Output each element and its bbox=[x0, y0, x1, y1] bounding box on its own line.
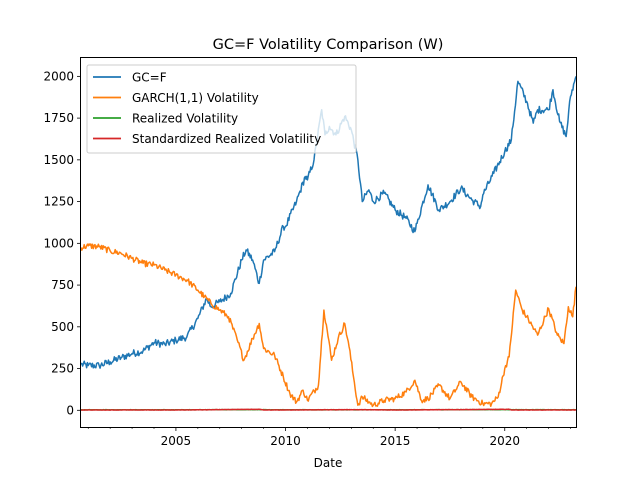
y-tick-label: 2000 bbox=[43, 69, 74, 83]
y-tick-label: 0 bbox=[66, 403, 74, 417]
y-tick-label: 1750 bbox=[43, 111, 74, 125]
plot-frame bbox=[80, 57, 577, 428]
series-line-garch-1-1-volatility bbox=[80, 243, 577, 408]
y-tick-label: 750 bbox=[51, 278, 74, 292]
x-tick-label: 2015 bbox=[380, 434, 411, 448]
legend-box bbox=[86, 64, 357, 154]
legend-label-realized-volatility: Realized Volatility bbox=[132, 112, 238, 126]
y-tick-label: 500 bbox=[51, 320, 74, 334]
y-tick-label: 1000 bbox=[43, 236, 74, 250]
legend-label-gc-f: GC=F bbox=[132, 71, 167, 85]
legend-label-standardized-realized-volatility: Standardized Realized Volatility bbox=[132, 132, 321, 146]
series-line-standardized-realized-volatility bbox=[80, 408, 577, 411]
x-tick-label: 2010 bbox=[270, 434, 301, 448]
legend: GC=F GARCH(1,1) Volatility Realized Volati… bbox=[86, 64, 357, 154]
y-tick-label: 1250 bbox=[43, 195, 74, 209]
legend-label-garch-1-1-volatility: GARCH(1,1) Volatility bbox=[132, 91, 259, 105]
x-axis-label: Date bbox=[314, 456, 343, 470]
y-tick-label: 1500 bbox=[43, 153, 74, 167]
chart-title: GC=F Volatility Comparison (W) bbox=[213, 37, 444, 53]
y-tick-label: 250 bbox=[51, 362, 74, 376]
x-tick-label: 2020 bbox=[489, 434, 520, 448]
x-tick-label: 2005 bbox=[161, 434, 192, 448]
